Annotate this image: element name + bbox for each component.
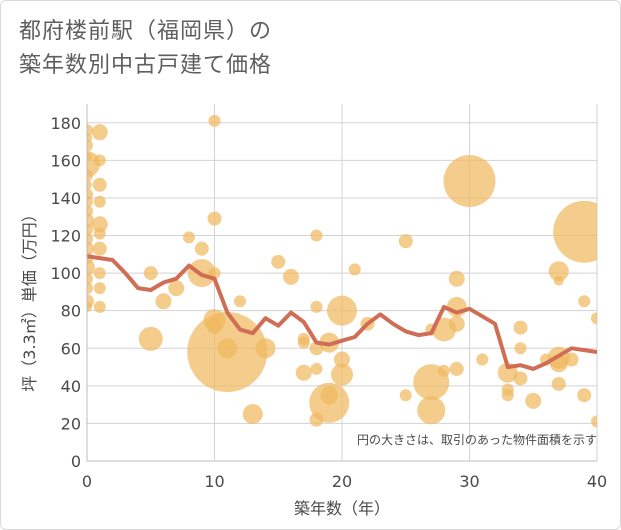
bubble-point [217, 338, 238, 359]
bubble-point [87, 139, 93, 152]
bubble-point [93, 300, 106, 313]
x-tick-label: 20 [332, 472, 352, 491]
bubble-point [194, 241, 209, 256]
bubble-point [93, 195, 106, 208]
bubble-point [399, 389, 412, 402]
bubble-point [320, 386, 339, 405]
y-tick-label: 160 [50, 151, 81, 170]
bubble-point [310, 300, 323, 313]
average-line-series [87, 254, 597, 371]
x-axis-title: 築年数（年） [294, 499, 390, 518]
bubble-point [310, 362, 323, 375]
y-tick-label: 20 [61, 414, 81, 433]
bubble-point [87, 282, 93, 295]
bubble-point [513, 371, 528, 386]
bubble-point [283, 268, 299, 285]
bubble-point [578, 295, 591, 308]
bubble-point [92, 177, 107, 192]
bubble-point [443, 155, 496, 208]
bubble-point [564, 352, 579, 367]
bubble-point [553, 275, 564, 286]
y-tick-label: 100 [50, 264, 81, 283]
average-price-line [87, 254, 597, 371]
bubble-point [138, 326, 163, 351]
y-tick-label: 0 [71, 452, 81, 471]
bubble-point [87, 259, 95, 276]
bubble-point [448, 315, 465, 332]
bubble-point [438, 364, 450, 377]
bubble-point [514, 342, 527, 355]
bubble-point [334, 351, 350, 368]
bubble-point [208, 114, 221, 127]
bubble-point [551, 376, 566, 391]
y-tick-label: 120 [50, 227, 81, 246]
bubble-point [591, 415, 597, 428]
bubble-point [87, 169, 93, 182]
bubble-point [93, 282, 106, 295]
bubble-point [207, 211, 222, 226]
bubble-point [87, 272, 93, 285]
bubble-point [93, 267, 106, 280]
bubble-point [87, 223, 93, 236]
bubble-point [242, 404, 263, 425]
bubble-point [327, 295, 357, 326]
bubble-point [91, 124, 108, 141]
bubble-point [91, 216, 108, 233]
bubble-size-note: 円の大きさは、取引のあった物件面積を示す [357, 432, 597, 447]
bubble-point [93, 227, 106, 240]
bubble-point [525, 392, 542, 409]
bubble-point [548, 261, 569, 282]
x-tick-label: 40 [587, 472, 607, 491]
bubble-point [87, 195, 93, 208]
y-tick-label: 40 [61, 377, 81, 396]
chart-title-line-1: 都府楼前駅（福岡県）の [19, 19, 273, 44]
y-tick-label: 180 [50, 114, 81, 133]
y-tick-label: 60 [61, 339, 81, 358]
bubble-point [348, 263, 361, 276]
bubble-point [513, 320, 528, 335]
bubble-point [449, 361, 464, 376]
x-tick-label: 0 [82, 472, 92, 491]
bubble-point [168, 280, 185, 297]
bubble-point [553, 200, 597, 263]
bubble-point [310, 229, 323, 242]
axes: 0 10 20 30 40 0 20 40 60 80 100 120 140 160 180 [50, 104, 607, 491]
x-tick-label: 10 [204, 472, 224, 491]
x-tick-label: 30 [459, 472, 479, 491]
bubble-point [183, 231, 195, 244]
bubble-point [234, 295, 246, 308]
chart-title-line-2: 築年数別中古戸建て価格 [19, 53, 273, 78]
bubble-point [501, 389, 514, 402]
y-axis-title: 坪（3.3㎡）単価（万円） [20, 206, 39, 391]
bubble-point [93, 154, 106, 167]
bubble-point [398, 234, 413, 249]
bubble-point [271, 254, 286, 269]
bubble-point [155, 293, 172, 310]
bubble-point [577, 388, 592, 403]
bubble-point [255, 338, 276, 359]
y-tick-label: 140 [50, 189, 81, 208]
bubble-point [87, 179, 92, 190]
bubble-point [297, 332, 310, 345]
bubble-point [331, 363, 353, 386]
chart-title: 都府楼前駅（福岡県）の 築年数別中古戸建て価格 [19, 15, 272, 83]
y-tick-label: 80 [61, 302, 81, 321]
bubble-point [591, 312, 597, 325]
bubble-point [87, 241, 94, 256]
bubble-point [92, 241, 107, 256]
bubble-point [448, 270, 465, 287]
bubble-series [87, 114, 597, 428]
bubble-point [295, 364, 312, 381]
bubble-point [87, 301, 92, 312]
bubble-point [417, 396, 446, 425]
bubble-point [476, 353, 489, 366]
bubble-point [143, 266, 158, 281]
